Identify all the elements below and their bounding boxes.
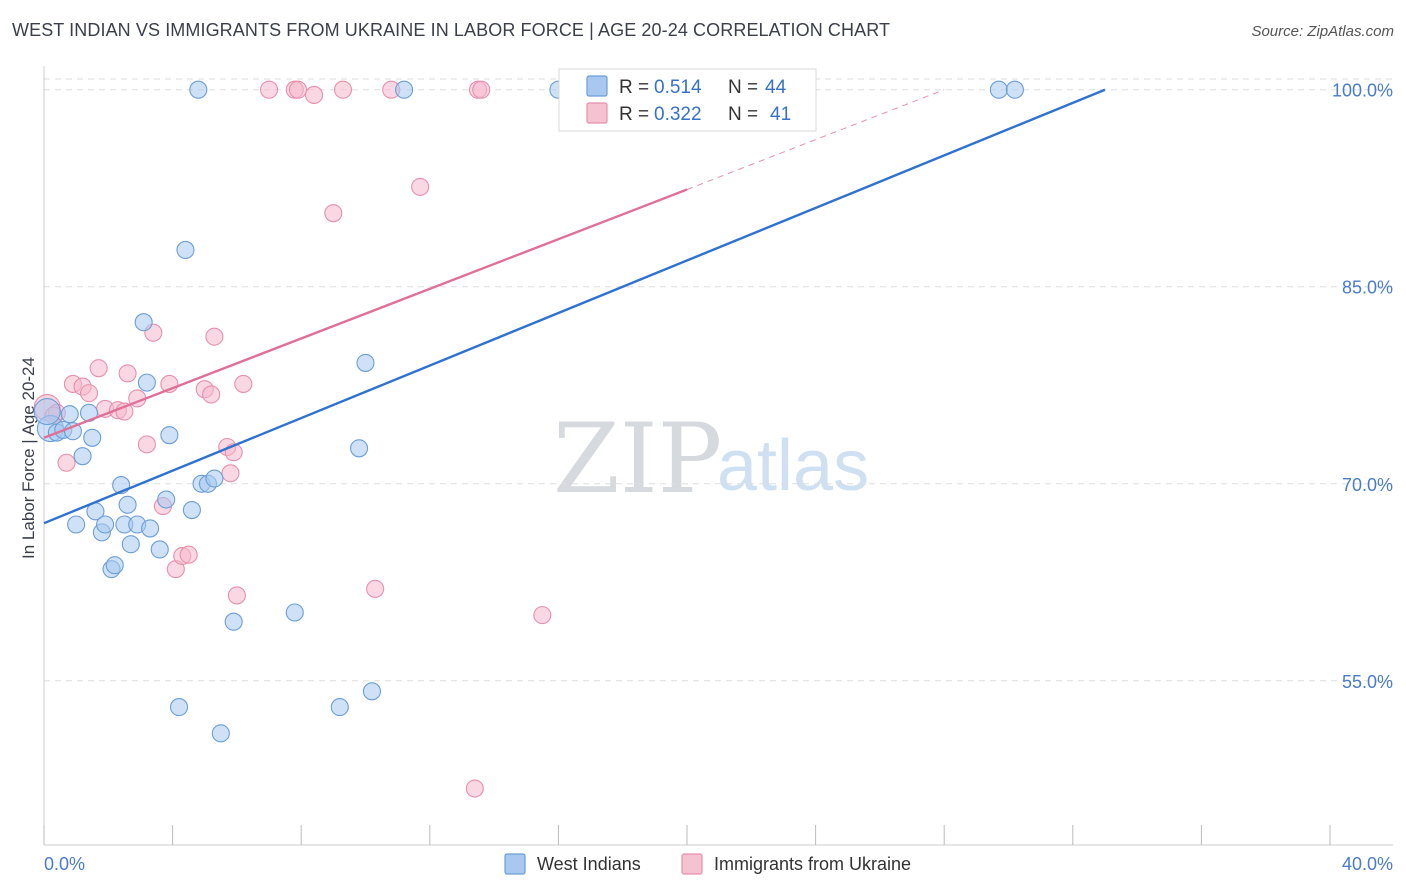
west-indian-point [211, 724, 230, 743]
ukraine-point [324, 204, 343, 223]
west-indian-point [141, 519, 160, 538]
ukraine-point [227, 586, 246, 605]
ukraine-point [137, 435, 156, 454]
y-tick-label: 70.0% [1342, 475, 1393, 495]
west-indian-point [157, 490, 176, 509]
west-indians-trend-line [43, 88, 1106, 525]
ukraine-point [118, 364, 137, 383]
west-indian-point [362, 682, 381, 701]
ukraine-point [411, 177, 430, 196]
legend-r-value-2: 0.322 [654, 104, 702, 125]
legend-swatch-pink [586, 102, 608, 124]
ukraine-point [333, 80, 353, 99]
west-indian-point [330, 698, 349, 717]
west-indian-point [150, 540, 169, 559]
ukraine-point [202, 385, 221, 404]
west-indian-point [224, 612, 243, 631]
ukraine-point [259, 80, 279, 99]
ukraine-point [89, 359, 108, 378]
x-tick-label-min: 0.0% [44, 854, 85, 874]
west-indian-point [189, 80, 208, 99]
series-legend-label-west-indians: West Indians [537, 854, 641, 874]
series-legend-swatch-blue [504, 853, 526, 875]
y-tick-label: 55.0% [1342, 672, 1393, 692]
legend-n-value-1: 44 [765, 77, 787, 98]
correlation-legend: R = 0.514 N = 44 R = 0.322 N = 41 [558, 68, 817, 132]
legend-r-value-1: 0.514 [654, 77, 702, 98]
west-indian-point [356, 353, 375, 372]
west-indian-point [63, 422, 82, 441]
y-tick-labels: 55.0% 70.0% 85.0% 100.0% [1332, 81, 1393, 692]
west-indian-point [134, 313, 153, 332]
ukraine-trend-extension [686, 89, 945, 191]
y-axis-label: In Labor Force | Age 20-24 [19, 357, 38, 559]
west-indian-point [73, 447, 92, 466]
y-tick-label: 100.0% [1332, 81, 1393, 101]
west-indian-point [160, 426, 179, 445]
west-indian-point [169, 698, 189, 717]
ukraine-point [234, 374, 253, 393]
ukraine-point [305, 85, 324, 105]
west-indian-point [33, 397, 61, 426]
west-indian-point [96, 515, 115, 534]
ukraine-point [57, 453, 76, 472]
ukraine-point [221, 464, 240, 483]
ukraine-point [472, 80, 491, 99]
ukraine-point [288, 80, 308, 99]
west-indian-point [285, 603, 304, 622]
x-tick-label-max: 40.0% [1342, 854, 1393, 874]
legend-swatch-blue [586, 75, 608, 97]
west-indian-point [118, 495, 137, 514]
west-indian-point [60, 405, 79, 424]
ukraine-point [179, 545, 198, 564]
west-indian-point [989, 80, 1008, 99]
legend-n-value-2: 41 [770, 104, 791, 125]
series-legend-label-ukraine: Immigrants from Ukraine [714, 854, 911, 874]
legend-n-label-2: N = [728, 104, 758, 125]
west-indian-point [121, 535, 140, 554]
west-indian-point [105, 556, 124, 575]
west-indian-point [137, 373, 156, 392]
y-tick-label: 85.0% [1342, 278, 1393, 298]
axes [43, 66, 1393, 846]
west-indian-point [1005, 80, 1024, 99]
series-legend-swatch-pink [681, 853, 703, 875]
ukraine-point [79, 384, 99, 403]
chart-title: WEST INDIAN VS IMMIGRANTS FROM UKRAINE I… [12, 20, 891, 40]
ukraine-point [205, 327, 224, 346]
west-indian-point [350, 439, 369, 458]
ukraine-point [465, 779, 484, 798]
legend-n-label-1: N = [728, 77, 758, 98]
west-indian-point [205, 469, 224, 488]
west-indian-point [395, 80, 414, 99]
west-indian-point [83, 428, 102, 447]
series-legend: West Indians Immigrants from Ukraine [504, 853, 911, 875]
source-label: Source: ZipAtlas.com [1251, 23, 1394, 40]
ukraine-trend-line [43, 188, 688, 439]
ukraine-point [366, 579, 385, 598]
west-indian-point [67, 515, 86, 534]
watermark-atlas: atlas [717, 426, 869, 506]
ukraine-point [533, 606, 552, 625]
watermark-zip: ZIP [553, 403, 722, 515]
series-immigrants-from-ukraine [33, 80, 552, 798]
legend-r-label-1: R = [619, 77, 649, 98]
west-indian-point [176, 240, 195, 260]
series-west-indians [33, 80, 1024, 743]
trend-lines [43, 88, 1106, 525]
legend-r-label-2: R = [619, 104, 649, 125]
west-indian-point [182, 500, 201, 520]
